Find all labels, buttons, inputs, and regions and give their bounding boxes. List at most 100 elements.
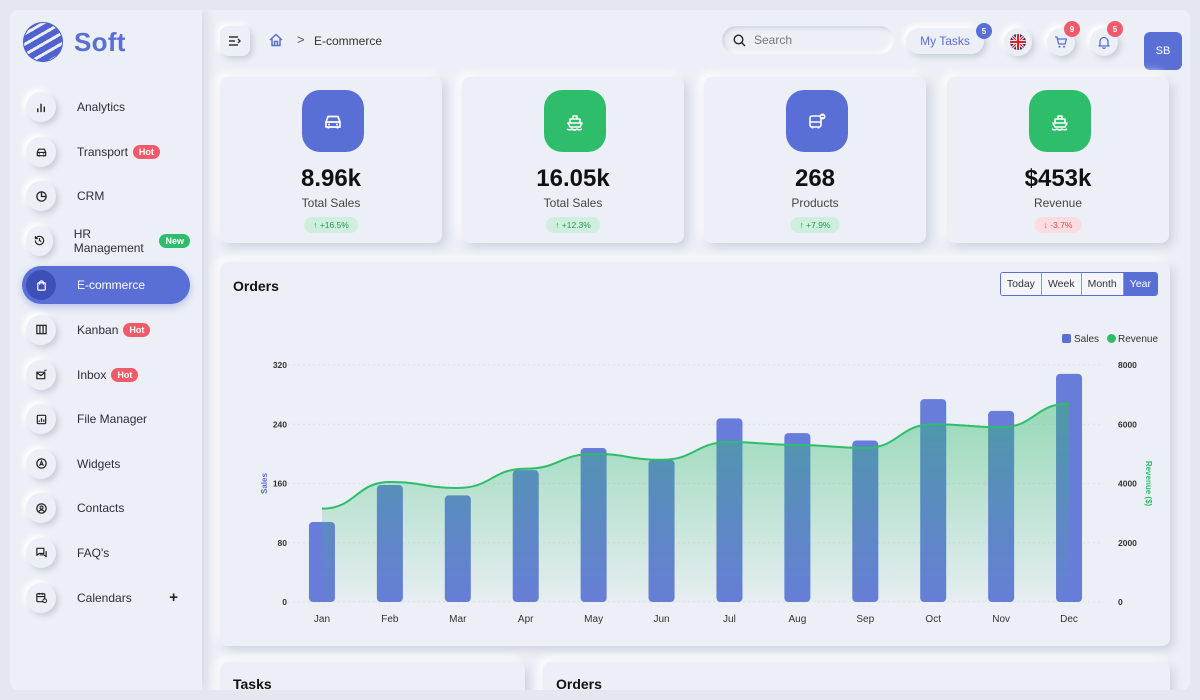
car-icon	[302, 90, 364, 152]
search-icon	[733, 33, 746, 46]
y-tick-label: 160	[273, 479, 287, 489]
stat-label: Total Sales	[301, 196, 361, 210]
calendar-icon	[26, 582, 56, 613]
range-month-button[interactable]: Month	[1081, 273, 1124, 295]
stat-card: 16.05k Total Sales ↑ +12.3%	[462, 77, 684, 243]
range-today-button[interactable]: Today	[1000, 273, 1042, 295]
tasks-title: Tasks	[233, 676, 272, 690]
sidebar-item-label: Analytics	[77, 100, 126, 114]
logo[interactable]: Soft	[23, 22, 126, 62]
arrow-down-icon: ↓	[1043, 220, 1048, 230]
logo-globe-icon	[23, 22, 63, 62]
menu-toggle-button[interactable]	[220, 26, 250, 56]
stat-trend-value: +16.5%	[319, 220, 349, 230]
sidebar-item-kanban[interactable]: Kanban Hot	[22, 311, 190, 349]
y2-tick-label: 0	[1118, 597, 1123, 607]
sidebar-nav: Analytics Transport Hot CRM HR Management New…	[22, 88, 190, 623]
stat-value: $453k	[1024, 165, 1092, 192]
breadcrumb-current: E-commerce	[314, 34, 383, 48]
stat-trend-value: +7.9%	[806, 220, 831, 230]
arrow-up-icon: ↑	[799, 220, 804, 230]
sidebar-item-label: HR Management	[73, 226, 144, 255]
stat-trend-badge: ↓ -3.7%	[1034, 217, 1082, 233]
cart-button[interactable]	[1047, 28, 1075, 56]
my-tasks-count: 5	[976, 23, 992, 39]
y-tick-label: 0	[282, 597, 287, 607]
y2-axis-title: Revenue ($)	[1144, 461, 1153, 507]
x-tick-label: Jan	[314, 614, 330, 625]
bell-icon	[1098, 36, 1110, 49]
app-frame: Soft Analytics Transport Hot CRM HR Manageme…	[10, 10, 1190, 690]
pie-chart-icon	[26, 181, 56, 212]
search-input[interactable]	[754, 33, 874, 47]
stat-card: $453k Revenue ↓ -3.7%	[947, 77, 1169, 243]
sidebar-item-label: Widgets	[77, 456, 121, 471]
language-button[interactable]	[1004, 28, 1032, 56]
legend-label-revenue: Revenue	[1118, 334, 1158, 345]
sidebar-item-contacts[interactable]: Contacts	[22, 489, 190, 527]
y2-tick-label: 6000	[1118, 419, 1137, 429]
cart-count: 9	[1064, 21, 1080, 37]
stat-trend-value: -3.7%	[1050, 220, 1073, 230]
notifications-count: 5	[1107, 21, 1123, 37]
sidebar-item-inbox[interactable]: Inbox Hot	[22, 356, 190, 394]
sidebar-item-label: Calendars	[77, 590, 132, 605]
sidebar-item-label: Contacts	[77, 501, 125, 516]
x-tick-label: Feb	[381, 614, 399, 625]
expand-plus-icon[interactable]: +	[169, 589, 178, 607]
x-tick-label: Aug	[788, 614, 806, 625]
my-tasks-label: My Tasks	[920, 34, 970, 48]
range-year-button[interactable]: Year	[1123, 273, 1157, 295]
sidebar-item-label: File Manager	[77, 412, 148, 427]
avatar[interactable]: SB	[1144, 32, 1182, 70]
legend-label-sales: Sales	[1074, 334, 1099, 345]
range-week-button[interactable]: Week	[1041, 273, 1082, 295]
uk-flag-icon	[1010, 34, 1026, 50]
sidebar-item-analytics[interactable]: Analytics	[22, 88, 190, 126]
sidebar-item-widgets[interactable]: Widgets	[22, 445, 190, 483]
x-tick-label: May	[584, 614, 603, 625]
breadcrumb-separator: >	[297, 32, 305, 47]
y2-tick-label: 8000	[1118, 360, 1137, 370]
contact-icon	[26, 493, 56, 524]
y2-tick-label: 2000	[1118, 538, 1137, 548]
stat-label: Products	[791, 196, 839, 210]
tasks-card: Tasks	[220, 662, 525, 690]
sidebar-item-label: CRM	[77, 189, 105, 204]
orders-chart: 0 80 160 240 320 0 2000 4000 6000 8000 Jan Feb Mar Ap…	[260, 334, 1158, 625]
home-icon[interactable]	[268, 32, 284, 53]
legend-swatch-sales	[1062, 334, 1071, 343]
stat-trend-badge: ↑ +16.5%	[304, 217, 358, 233]
stat-trend-value: +12.3%	[561, 220, 591, 230]
widget-icon	[26, 448, 56, 479]
history-icon	[26, 225, 53, 256]
orders-title: Orders	[233, 278, 279, 294]
car-icon	[26, 136, 56, 167]
sidebar-item-faq-s[interactable]: FAQ's	[22, 534, 190, 572]
x-tick-label: Mar	[449, 614, 467, 625]
stat-value: 16.05k	[536, 165, 610, 192]
columns-icon	[26, 314, 56, 345]
sidebar-item-e-commerce[interactable]: E-commerce	[22, 266, 190, 305]
range-selector: Today Week Month Year	[999, 272, 1158, 296]
stat-label: Revenue	[1033, 196, 1083, 210]
brand-name: Soft	[74, 26, 126, 57]
orders-table-title: Orders	[556, 676, 602, 690]
sidebar-item-crm[interactable]: CRM	[22, 177, 190, 215]
revenue-area	[321, 403, 1070, 602]
stat-value: 8.96k	[300, 165, 362, 192]
x-tick-label: Jun	[653, 614, 669, 625]
sidebar-item-hr-management[interactable]: HR Management New	[22, 222, 190, 260]
y-tick-label: 80	[278, 538, 288, 548]
my-tasks-button[interactable]: My Tasks	[906, 28, 984, 54]
sidebar-badge: Hot	[123, 322, 151, 337]
sidebar-item-label: Transport	[77, 144, 128, 159]
search-box[interactable]	[722, 26, 894, 54]
sidebar-item-transport[interactable]: Transport Hot	[22, 133, 190, 171]
sidebar-item-calendars[interactable]: Calendars +	[22, 579, 190, 617]
stat-trend-badge: ↑ +7.9%	[790, 217, 840, 233]
bar-chart-icon	[26, 92, 56, 122]
x-tick-label: Dec	[1060, 614, 1078, 625]
sidebar-item-file-manager[interactable]: File Manager	[22, 400, 190, 438]
y-tick-label: 320	[273, 360, 287, 370]
